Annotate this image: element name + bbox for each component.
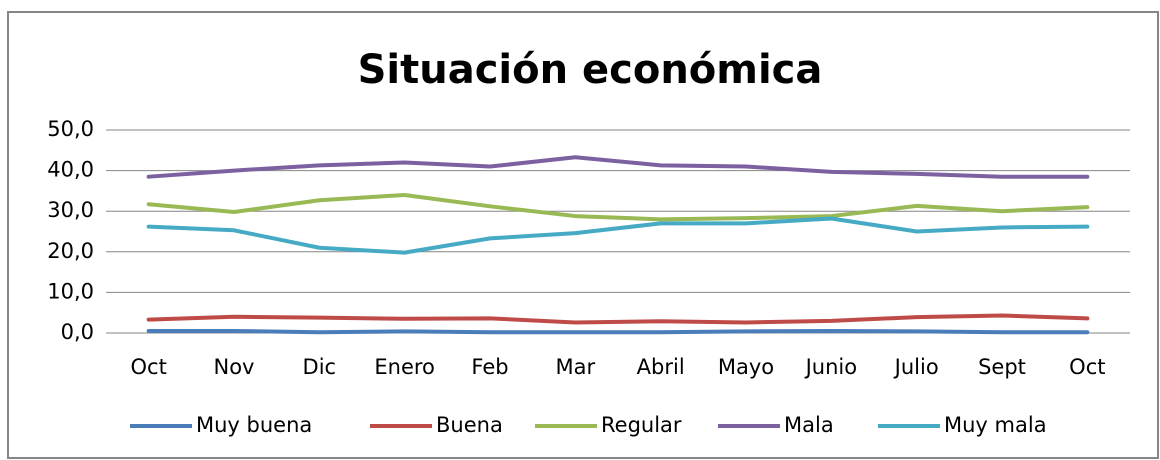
y-tick-label: 0,0	[61, 320, 94, 344]
x-tick-label: Enero	[374, 355, 435, 379]
x-tick-label: Sept	[978, 355, 1026, 379]
legend-label: Regular	[601, 413, 682, 437]
legend-label: Muy buena	[196, 413, 312, 437]
y-tick-label: 30,0	[47, 198, 94, 222]
x-tick-label: Oct	[1069, 355, 1105, 379]
x-tick-label: Julio	[893, 355, 939, 379]
y-tick-label: 20,0	[47, 239, 94, 263]
series-line	[146, 155, 1090, 179]
y-tick-label: 40,0	[47, 158, 94, 182]
series-line	[146, 216, 1090, 255]
x-tick-label: Feb	[471, 355, 508, 379]
y-tick-label: 50,0	[47, 117, 94, 141]
chart-title: Situación económica	[358, 47, 823, 93]
x-tick-label: Mayo	[718, 355, 774, 379]
legend-label: Buena	[436, 413, 503, 437]
legend-label: Mala	[784, 413, 834, 437]
series-line	[146, 192, 1090, 222]
x-tick-label: Dic	[303, 355, 337, 379]
x-tick-label: Junio	[804, 355, 858, 379]
x-tick-label: Nov	[214, 355, 255, 379]
series-line	[146, 328, 1090, 335]
legend-label: Muy mala	[944, 413, 1047, 437]
y-tick-label: 10,0	[47, 279, 94, 303]
series-line	[146, 313, 1090, 325]
x-tick-label: Mar	[556, 355, 596, 379]
x-tick-label: Oct	[131, 355, 167, 379]
x-tick-label: Abril	[637, 355, 685, 379]
chart-border	[7, 11, 1159, 459]
